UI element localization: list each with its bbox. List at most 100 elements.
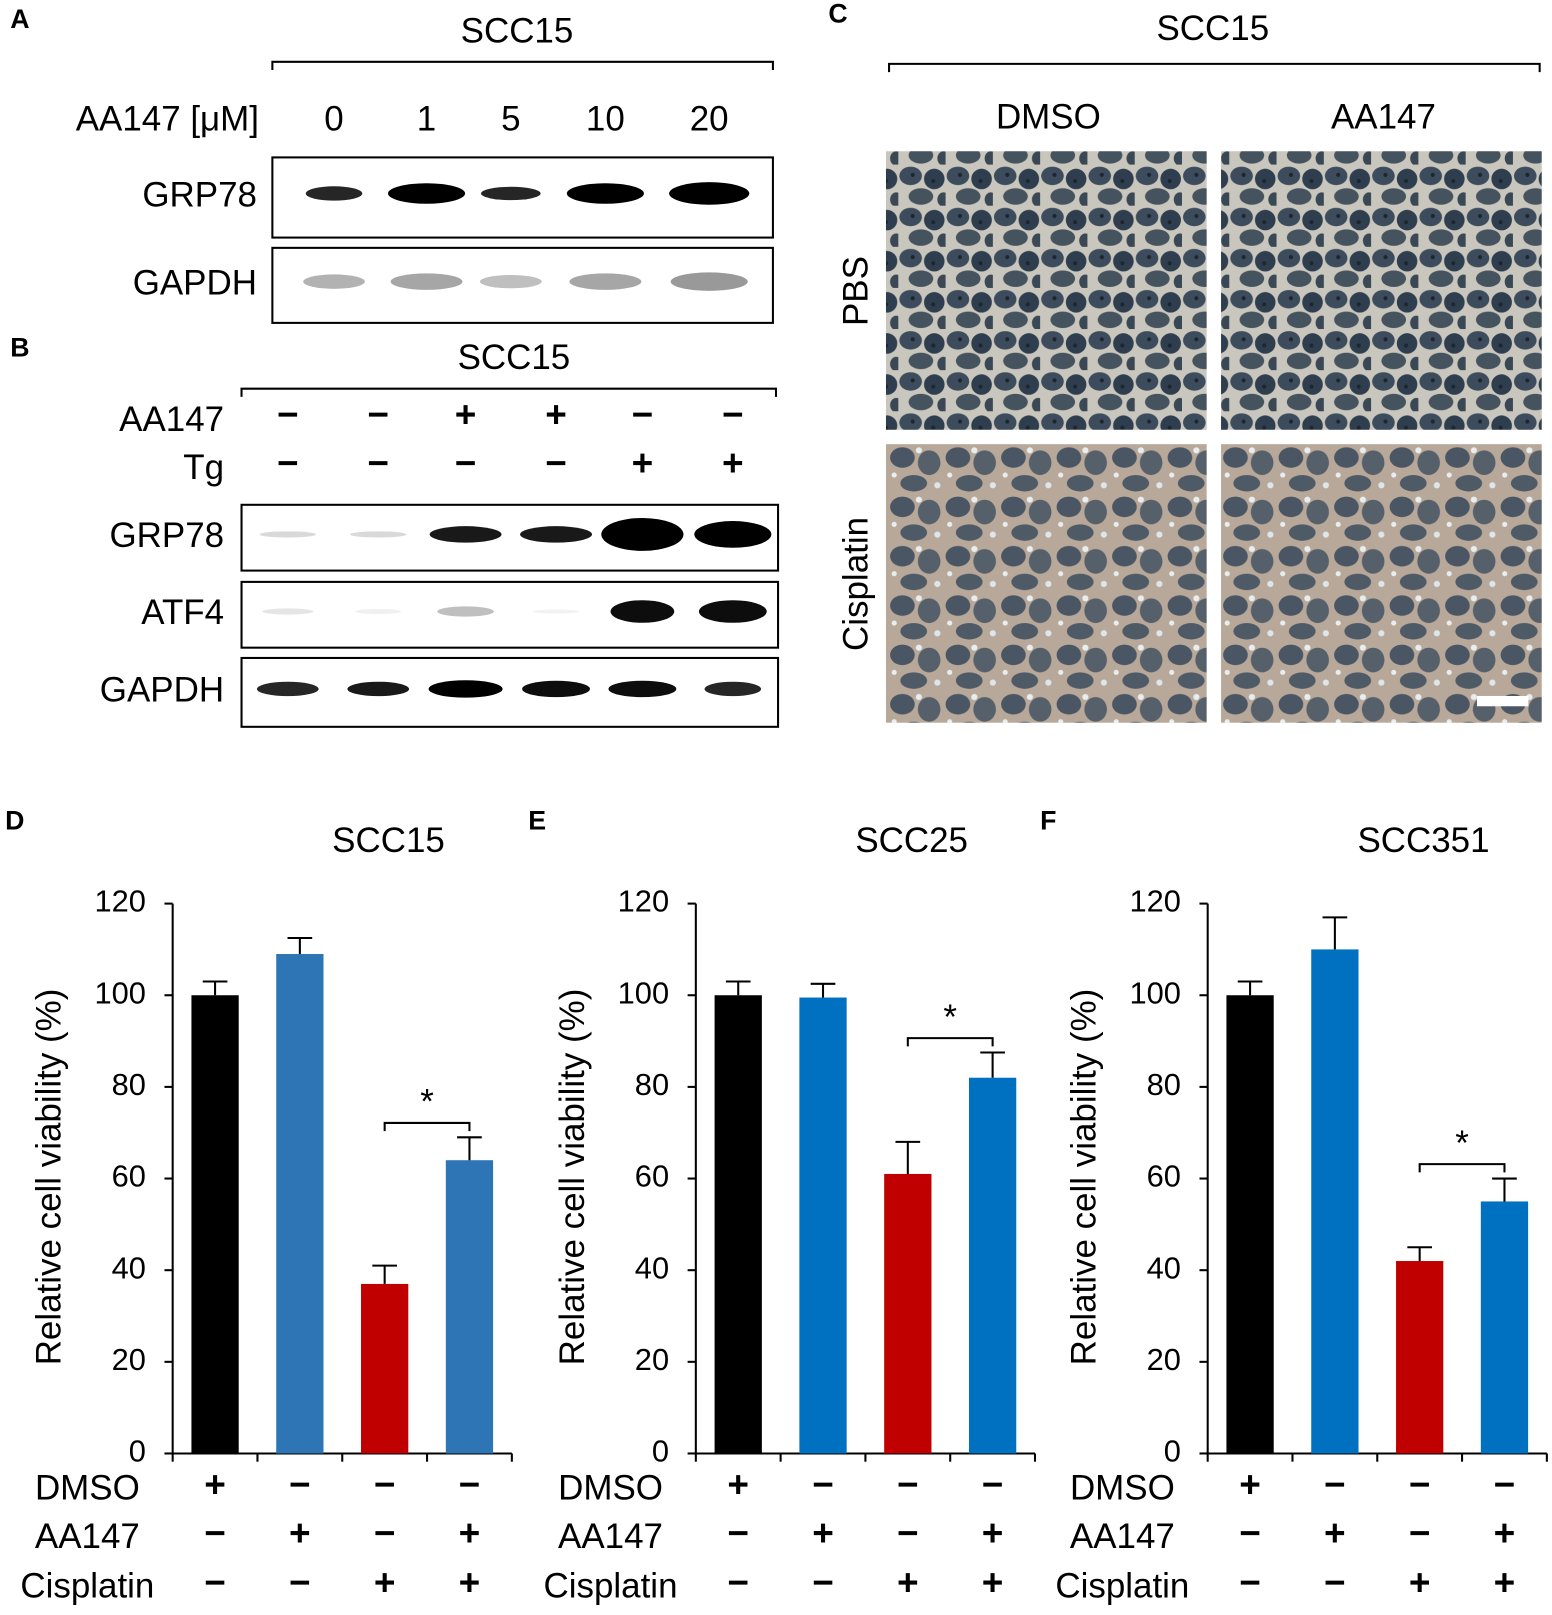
sign: − <box>722 394 744 435</box>
sign: − <box>632 394 654 435</box>
sign: − <box>455 443 477 484</box>
bracket <box>240 387 778 397</box>
band <box>608 680 677 698</box>
sign: + <box>982 1512 1004 1553</box>
sign: + <box>1324 1512 1346 1553</box>
sign: + <box>459 1562 481 1603</box>
band <box>262 608 314 615</box>
bracket <box>383 1121 471 1132</box>
sign: − <box>374 1512 396 1553</box>
error-bar <box>457 1136 482 1161</box>
sign: + <box>632 443 654 484</box>
panel-title: SCC15 <box>458 338 571 377</box>
y-tick-label: 20 <box>1147 1342 1181 1377</box>
y-tick-label: 40 <box>635 1250 669 1285</box>
band <box>481 186 541 201</box>
sign: − <box>727 1562 749 1603</box>
significance: * <box>943 998 957 1037</box>
panel-letter: D <box>5 805 24 835</box>
sign: − <box>1494 1464 1516 1505</box>
sign: − <box>374 1464 396 1505</box>
treatment-label: AA147 <box>119 400 224 439</box>
sign: − <box>459 1464 481 1505</box>
sign: − <box>289 1464 311 1505</box>
sign: + <box>722 443 744 484</box>
treatment-label: Tg <box>183 448 224 487</box>
y-axis-label: Relative cell viability (%) <box>30 989 69 1366</box>
row-label: Cisplatin <box>836 517 875 651</box>
treatment-label: Cisplatin <box>1055 1566 1189 1605</box>
error-bar <box>1322 916 1348 950</box>
band <box>428 680 503 698</box>
significance: * <box>1455 1124 1469 1163</box>
y-tick-label: 60 <box>112 1159 146 1194</box>
band <box>670 272 748 291</box>
band <box>522 680 590 698</box>
error-bar <box>1407 1246 1433 1262</box>
error-bar <box>725 980 751 996</box>
sign: + <box>1409 1562 1431 1603</box>
band <box>259 531 317 538</box>
sign: + <box>459 1512 481 1553</box>
error-bar <box>372 1264 397 1284</box>
y-tick-label: 40 <box>1147 1250 1181 1285</box>
y-tick-label: 80 <box>112 1067 146 1102</box>
sign: − <box>1239 1562 1261 1603</box>
treatment-label: AA147 <box>1070 1517 1175 1556</box>
bar <box>799 997 847 1454</box>
panel-letter: F <box>1040 805 1056 835</box>
micrograph <box>1221 151 1542 430</box>
scale-bar <box>1476 695 1529 707</box>
column-label: DMSO <box>996 98 1101 137</box>
sign: − <box>897 1464 919 1505</box>
bar <box>968 1077 1017 1454</box>
sign: − <box>812 1464 834 1505</box>
band <box>610 600 675 623</box>
bar <box>445 1160 494 1454</box>
panel-title: SCC15 <box>1157 9 1270 48</box>
error-bar <box>895 1140 921 1174</box>
blot-label: ATF4 <box>141 593 224 632</box>
dose: 10 <box>586 100 625 139</box>
bar <box>191 995 239 1454</box>
sign: − <box>545 443 567 484</box>
y-axis-label: Relative cell viability (%) <box>553 989 592 1366</box>
band <box>429 526 502 543</box>
panel-letter: E <box>528 805 546 835</box>
y-tick-label: 20 <box>112 1342 146 1377</box>
blot <box>240 656 780 728</box>
significance: * <box>420 1083 434 1122</box>
micrograph <box>885 151 1207 430</box>
error-bar <box>1492 1177 1517 1202</box>
sign: − <box>1409 1512 1431 1553</box>
band <box>704 681 762 697</box>
sign: − <box>1324 1562 1346 1603</box>
blot-label: GAPDH <box>133 264 257 303</box>
y-tick-label: 120 <box>618 884 669 919</box>
band <box>437 606 494 617</box>
bracket <box>271 60 774 71</box>
sign: − <box>367 443 389 484</box>
bar <box>276 954 324 1454</box>
y-tick-label: 100 <box>618 975 669 1010</box>
band <box>669 182 750 205</box>
treatment-label: AA147 <box>35 1517 140 1556</box>
treatment-label: Cisplatin <box>544 1566 678 1605</box>
treatment-label: Cisplatin <box>20 1566 154 1605</box>
sign: + <box>727 1464 749 1505</box>
dose: 20 <box>690 100 729 139</box>
blot <box>240 580 780 649</box>
y-tick-label: 120 <box>95 884 146 919</box>
band <box>694 521 772 548</box>
sign: − <box>277 443 299 484</box>
y-tick-label: 0 <box>129 1434 146 1469</box>
sign: − <box>812 1562 834 1603</box>
chart-title: SCC351 <box>1357 821 1489 860</box>
micrograph <box>885 444 1207 723</box>
bar <box>1311 949 1359 1454</box>
dose: 0 <box>324 100 343 139</box>
band <box>520 526 593 543</box>
sign: + <box>812 1512 834 1553</box>
band <box>303 274 365 289</box>
y-tick-label: 40 <box>112 1250 146 1285</box>
